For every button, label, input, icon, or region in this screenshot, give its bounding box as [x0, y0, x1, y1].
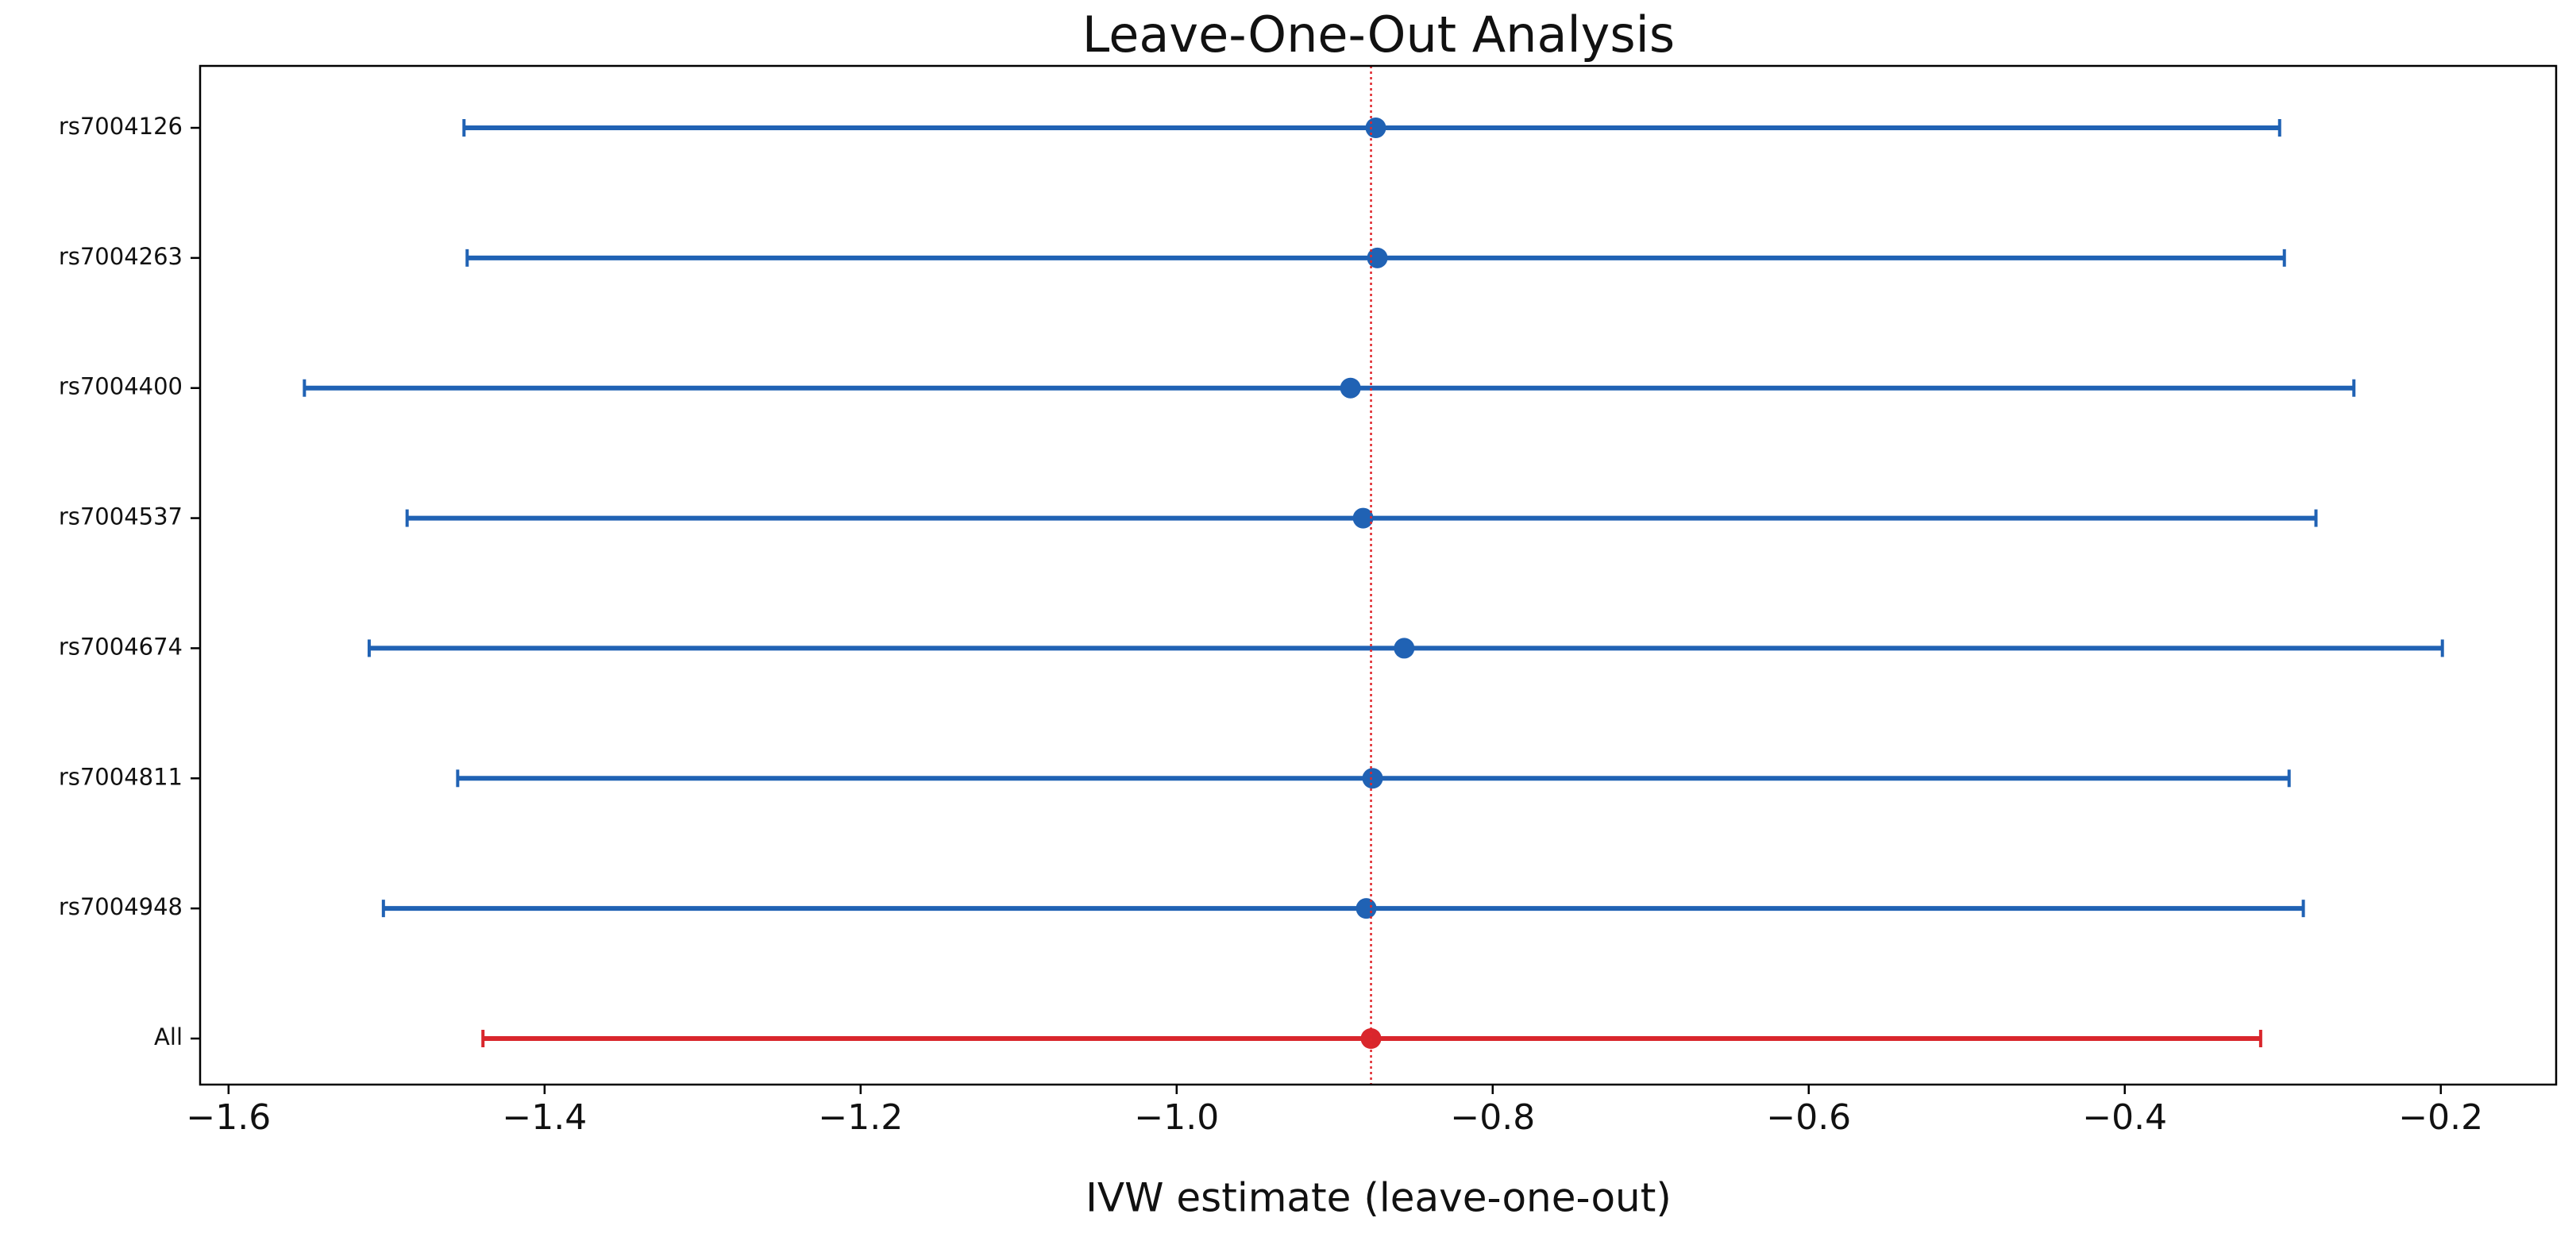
- estimate-point: [1367, 247, 1388, 268]
- chart-title: Leave-One-Out Analysis: [1082, 6, 1675, 64]
- y-tick-label: All: [154, 1023, 183, 1050]
- y-tick-label: rs7004948: [59, 893, 183, 920]
- x-axis-label: IVW estimate (leave-one-out): [1086, 1175, 1672, 1221]
- y-tick-label: rs7004263: [59, 243, 183, 270]
- x-tick-label: −1.4: [502, 1097, 587, 1138]
- x-tick-label: −1.6: [186, 1097, 271, 1138]
- x-tick-label: −0.6: [1766, 1097, 1851, 1138]
- x-tick-label: −1.2: [818, 1097, 903, 1138]
- estimate-point: [1340, 377, 1361, 399]
- y-tick-label: rs7004537: [59, 503, 183, 530]
- x-tick-label: −0.2: [2398, 1097, 2483, 1138]
- estimate-point: [1355, 898, 1377, 919]
- x-tick-label: −0.8: [1450, 1097, 1535, 1138]
- y-tick-label: rs7004674: [59, 633, 183, 660]
- x-tick-label: −0.4: [2082, 1097, 2167, 1138]
- estimate-point: [1362, 768, 1383, 789]
- estimate-point: [1394, 638, 1415, 659]
- x-tick-label: −1.0: [1134, 1097, 1219, 1138]
- y-tick-label: rs7004126: [59, 113, 183, 140]
- estimate-point: [1352, 507, 1374, 529]
- y-tick-label: rs7004811: [59, 763, 183, 790]
- y-tick-label: rs7004400: [59, 373, 183, 400]
- plot-frame: [199, 64, 2558, 1086]
- estimate-point: [1365, 118, 1386, 138]
